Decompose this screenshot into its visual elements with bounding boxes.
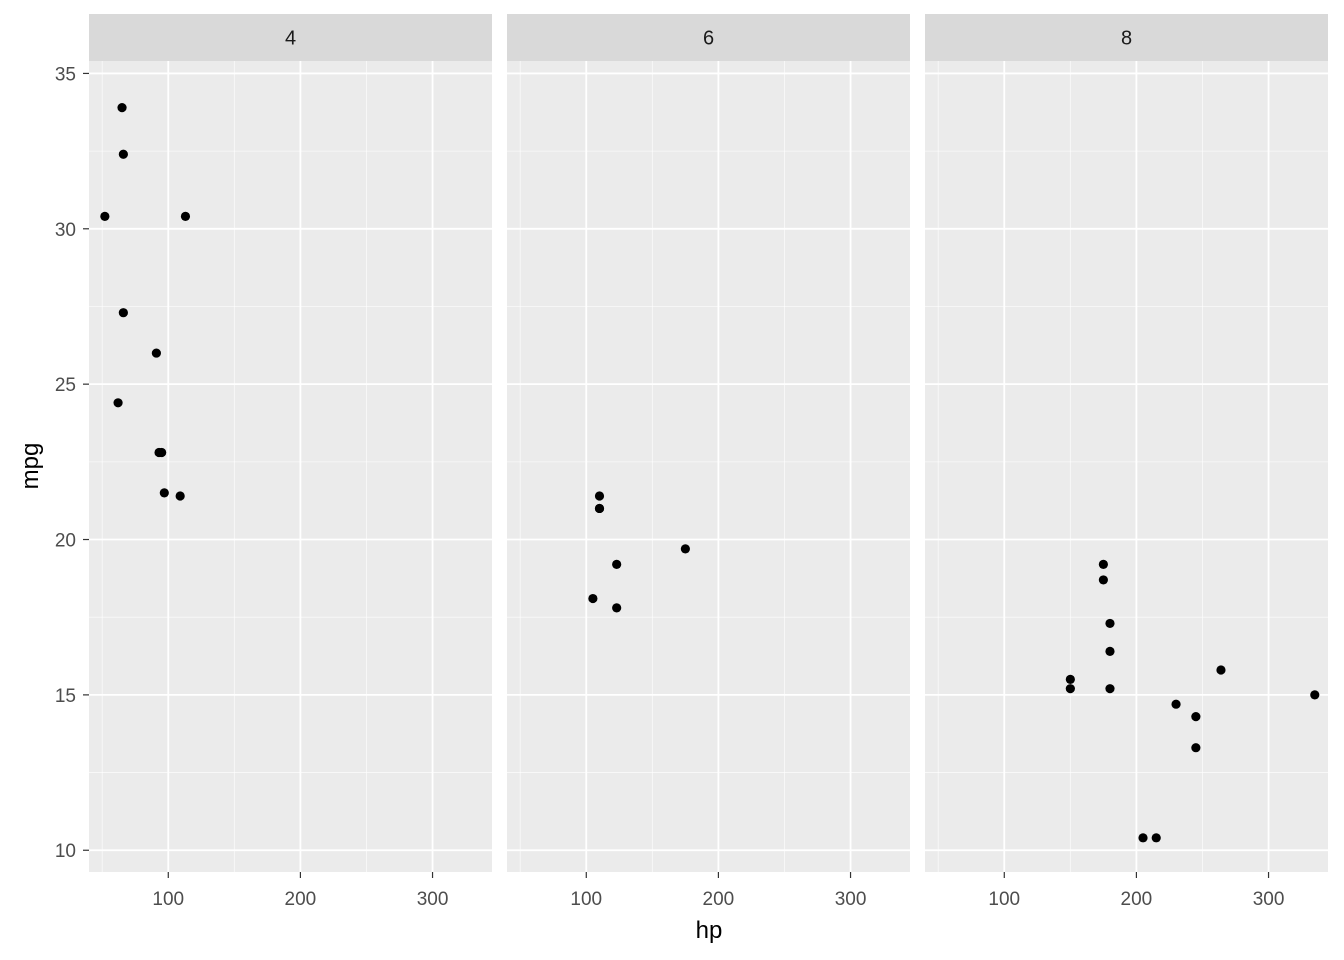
- y-tick-label: 35: [55, 64, 76, 85]
- data-point: [1065, 684, 1075, 694]
- data-point: [1098, 575, 1108, 585]
- facet-strip: [89, 14, 492, 61]
- x-tick-label: 100: [152, 889, 184, 910]
- data-point: [594, 491, 605, 501]
- x-tick-label: 100: [988, 889, 1020, 910]
- facet-strip: [925, 14, 1328, 61]
- data-point: [1105, 646, 1115, 656]
- data-point: [594, 503, 605, 514]
- data-point: [118, 308, 128, 318]
- y-tick-label: 30: [55, 220, 76, 241]
- data-point: [1171, 699, 1181, 709]
- x-tick-label: 200: [1121, 889, 1153, 910]
- facet-strip-label: 6: [703, 28, 714, 50]
- facet-panel-6: 6 100 200 300: [507, 14, 910, 910]
- y-tick-label: 25: [55, 375, 76, 396]
- data-point: [612, 559, 622, 569]
- x-tick-label: 300: [1253, 889, 1285, 910]
- data-point: [1065, 674, 1075, 684]
- facet-panel-8: 8 100 200 300: [925, 14, 1328, 910]
- x-axis-title: hp: [696, 917, 723, 944]
- data-point: [1105, 684, 1115, 694]
- data-point: [1138, 833, 1148, 843]
- data-point: [612, 603, 622, 613]
- facet-strip-label: 8: [1121, 28, 1132, 50]
- y-tick-label: 15: [55, 686, 76, 707]
- data-point: [1098, 559, 1108, 569]
- y-axis-title: mpg: [17, 443, 44, 490]
- y-tick-label: 10: [55, 841, 76, 862]
- facet-strip-label: 4: [285, 28, 296, 50]
- x-tick-label: 200: [703, 889, 735, 910]
- x-tick-label: 300: [417, 889, 449, 910]
- data-point: [1310, 690, 1320, 700]
- panels-layer: 4 100 200 300 6 100 200 300 8 100 200 300: [89, 14, 1328, 910]
- data-point: [180, 211, 191, 221]
- data-point: [157, 447, 167, 458]
- data-point: [117, 103, 127, 113]
- data-point: [113, 398, 123, 408]
- data-point: [1151, 833, 1161, 843]
- data-point: [1216, 665, 1226, 675]
- data-point: [100, 211, 110, 221]
- facet-panel-4: 4 100 200 300: [89, 14, 492, 910]
- x-tick-label: 100: [570, 889, 602, 910]
- data-point: [588, 593, 598, 604]
- y-axis: 10 15 20 25 30 35: [55, 64, 89, 862]
- panel-background: [925, 61, 1328, 872]
- x-tick-label: 300: [835, 889, 867, 910]
- panel-background: [89, 61, 492, 872]
- data-point: [151, 348, 161, 358]
- data-point: [680, 544, 690, 554]
- data-point: [1191, 743, 1201, 753]
- y-tick-label: 20: [55, 531, 76, 552]
- data-point: [118, 149, 128, 159]
- facet-strip: [507, 14, 910, 61]
- data-point: [175, 491, 185, 501]
- data-point: [1191, 712, 1201, 722]
- data-point: [159, 488, 169, 498]
- data-point: [1105, 618, 1115, 629]
- x-tick-label: 200: [285, 889, 317, 910]
- panel-background: [507, 61, 910, 872]
